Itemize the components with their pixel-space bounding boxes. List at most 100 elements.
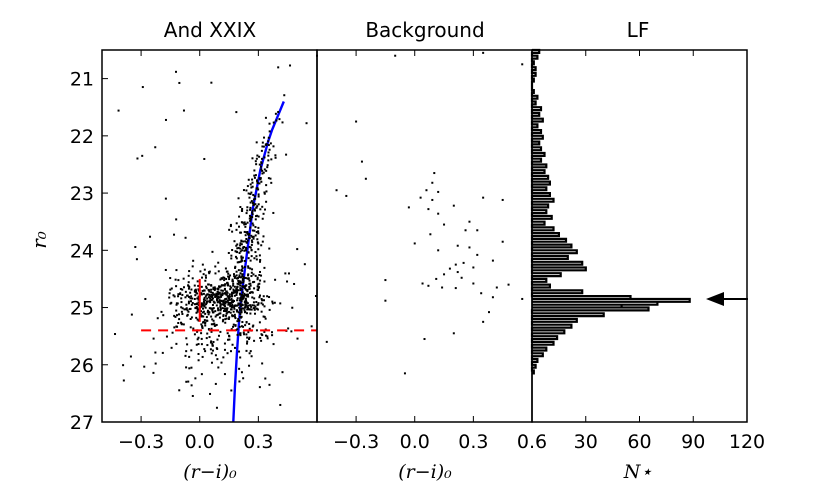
star-point <box>296 248 299 251</box>
star-point <box>185 303 188 306</box>
star-point <box>248 352 251 355</box>
star-point <box>233 313 236 316</box>
star-point <box>242 280 245 283</box>
star-point <box>246 209 249 212</box>
star-point <box>248 308 251 311</box>
star-point <box>258 273 261 276</box>
background-point <box>364 177 367 180</box>
lf-x-axis-label: N⋆ <box>623 461 653 483</box>
star-point <box>269 142 272 145</box>
star-point <box>187 380 190 383</box>
star-point <box>238 292 241 295</box>
star-point <box>218 312 221 315</box>
star-point <box>173 314 176 317</box>
star-point <box>262 145 265 148</box>
star-point <box>256 278 259 281</box>
star-point <box>251 211 254 214</box>
star-point <box>212 288 215 291</box>
star-point <box>185 380 188 383</box>
background-point <box>456 271 459 274</box>
star-point <box>256 187 259 190</box>
star-point <box>218 296 221 299</box>
star-point <box>260 162 263 165</box>
star-point <box>193 333 196 336</box>
star-point <box>218 301 221 304</box>
star-point <box>188 367 191 370</box>
star-point <box>191 302 194 305</box>
star-point <box>211 349 214 352</box>
star-point <box>141 86 144 89</box>
star-point <box>253 176 256 179</box>
star-point <box>254 209 257 212</box>
star-point <box>251 181 254 184</box>
star-point <box>182 109 185 112</box>
star-point <box>182 286 185 289</box>
x-tick-label: 0.6 <box>517 431 547 453</box>
background-point <box>476 253 479 256</box>
y-tick-label: 26 <box>70 355 94 377</box>
star-point <box>274 278 277 281</box>
background-point <box>423 338 426 341</box>
background-point <box>394 54 397 57</box>
star-point <box>239 231 242 234</box>
star-point <box>261 362 264 365</box>
star-point <box>289 64 292 67</box>
star-point <box>215 295 218 298</box>
star-point <box>239 287 242 290</box>
star-point <box>245 312 248 315</box>
star-point <box>181 307 184 310</box>
background-point <box>419 196 422 199</box>
star-point <box>239 242 242 245</box>
star-point <box>223 342 226 345</box>
star-point <box>215 293 218 296</box>
star-point <box>202 300 205 303</box>
star-point <box>184 236 187 239</box>
star-point <box>209 301 212 304</box>
star-point <box>252 193 255 196</box>
background-point <box>431 198 434 201</box>
star-point <box>250 243 253 246</box>
star-point <box>259 178 262 181</box>
star-point <box>258 182 261 185</box>
star-point <box>201 311 204 314</box>
star-point <box>231 278 234 281</box>
star-point <box>203 297 206 300</box>
star-point <box>233 285 236 288</box>
star-point <box>205 319 208 322</box>
background-point <box>491 296 494 299</box>
x-tick-label: 0.0 <box>400 431 430 453</box>
star-point <box>274 112 277 115</box>
star-point <box>172 294 175 297</box>
star-point <box>204 306 207 309</box>
star-point <box>244 285 247 288</box>
star-point <box>305 122 308 125</box>
star-point <box>238 225 241 228</box>
star-point <box>211 307 214 310</box>
star-point <box>175 325 178 328</box>
star-point <box>247 277 250 280</box>
star-point <box>263 208 266 211</box>
star-point <box>248 214 251 217</box>
star-point <box>211 297 214 300</box>
star-point <box>183 308 186 311</box>
star-point <box>214 315 217 318</box>
star-point <box>255 255 258 258</box>
star-point <box>267 140 270 143</box>
star-point <box>241 291 244 294</box>
star-point <box>223 276 226 279</box>
star-point <box>196 297 199 300</box>
star-point <box>251 178 254 181</box>
star-point <box>268 247 271 250</box>
star-point <box>251 157 254 160</box>
background-point <box>360 160 363 163</box>
trgb-arrow <box>706 291 748 306</box>
star-point <box>236 290 239 293</box>
star-point <box>161 351 164 354</box>
star-point <box>122 379 125 382</box>
star-point <box>259 336 262 339</box>
star-point <box>250 308 253 311</box>
star-point <box>233 294 236 297</box>
star-point <box>242 331 245 334</box>
star-point <box>199 310 202 313</box>
background-point <box>441 286 444 289</box>
